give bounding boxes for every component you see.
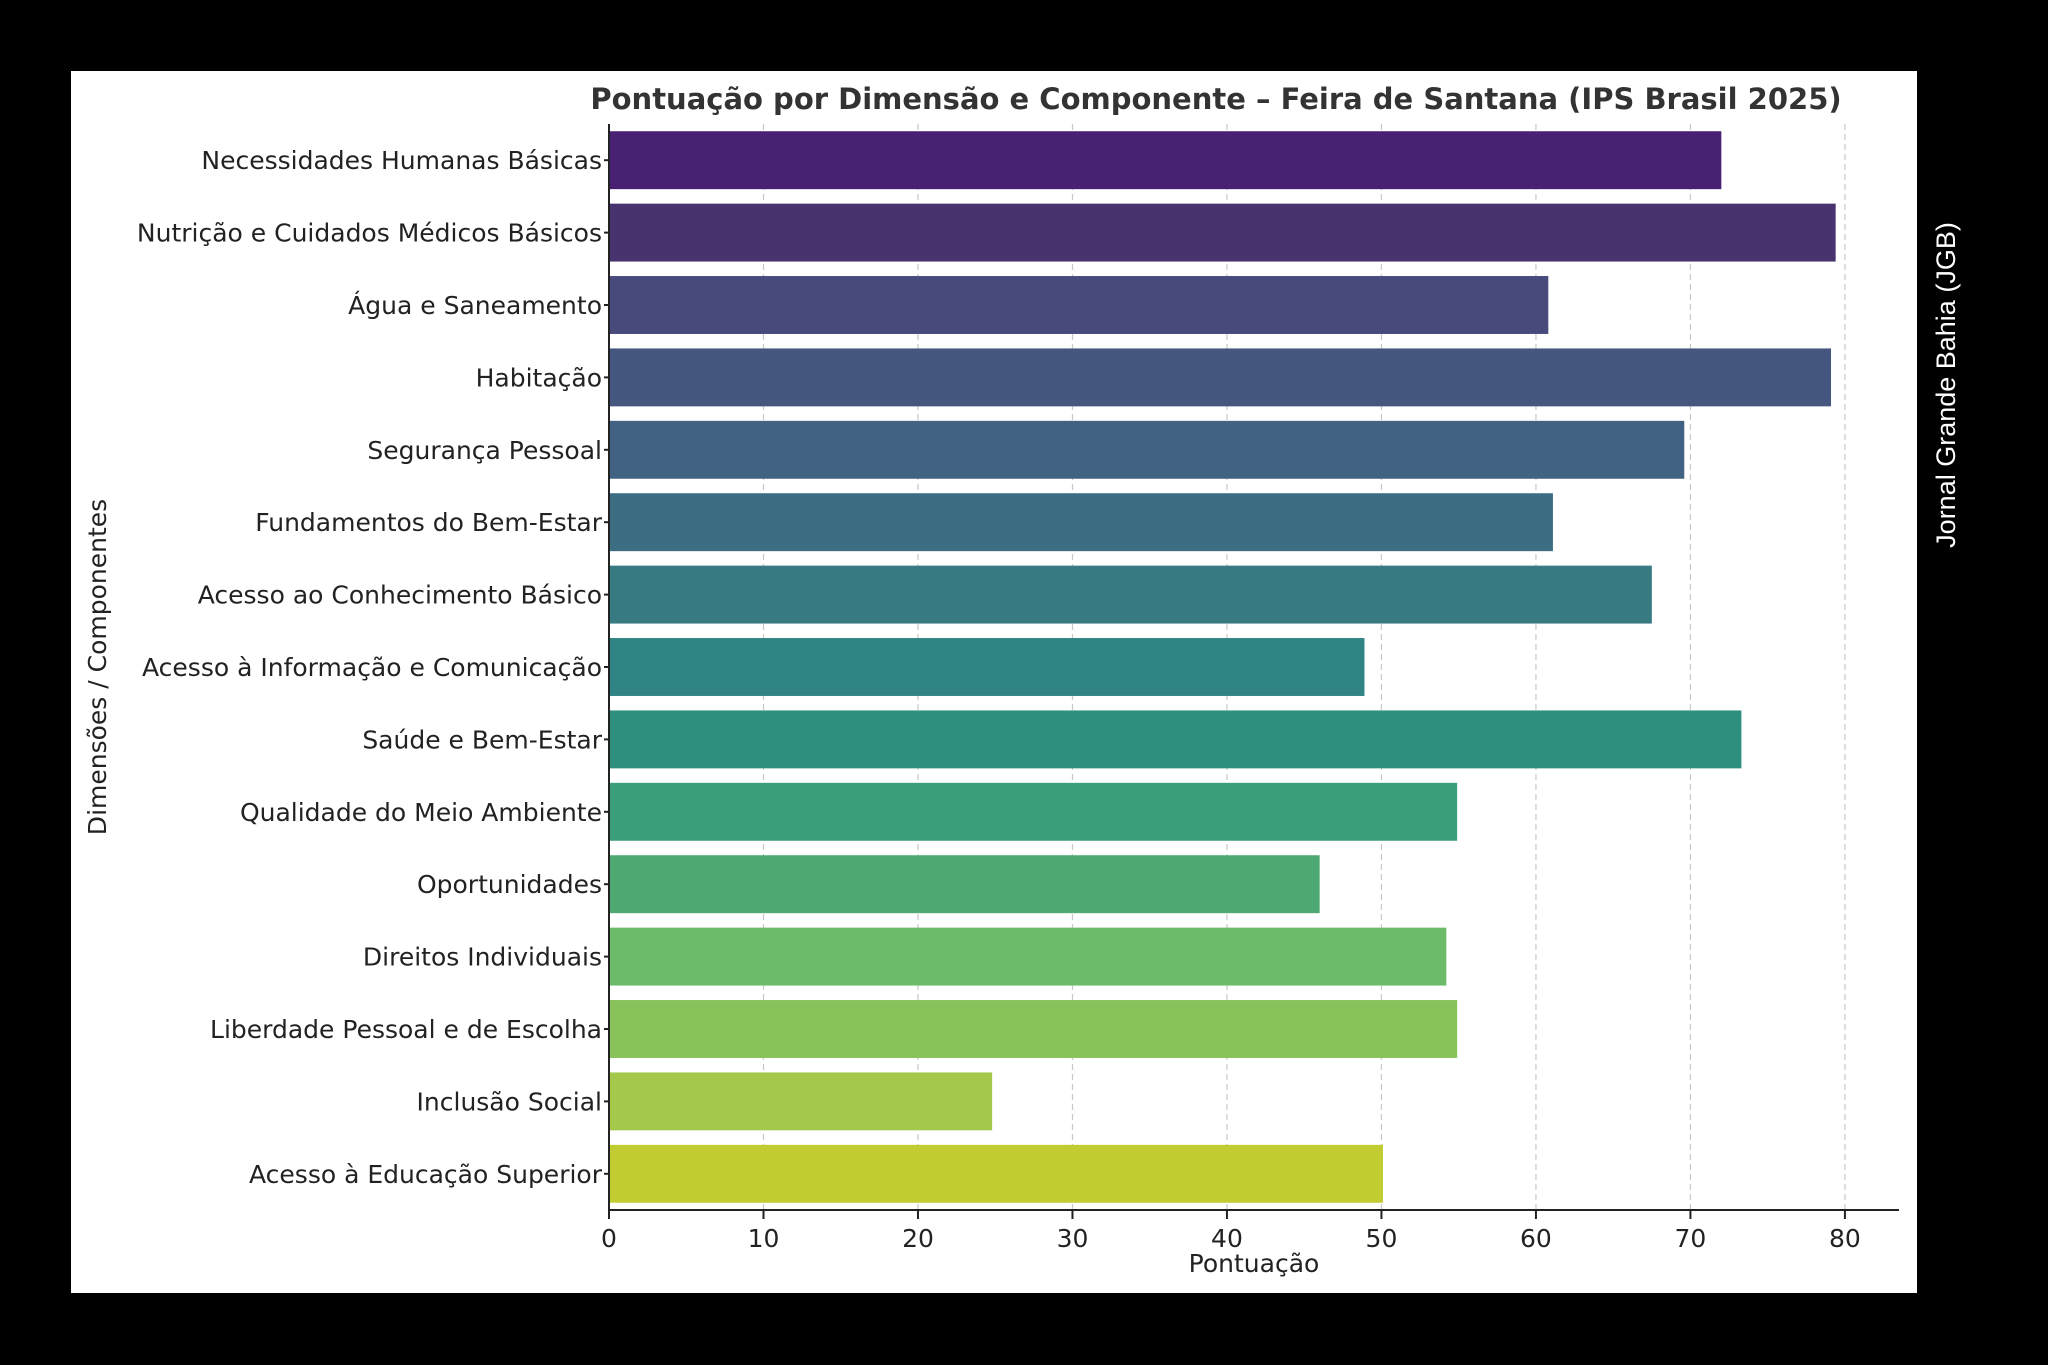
category-label: Acesso ao Conhecimento Básico [198, 581, 602, 610]
bar [609, 1072, 993, 1131]
category-label: Necessidades Humanas Básicas [201, 146, 602, 175]
category-label: Liberdade Pessoal e de Escolha [210, 1015, 602, 1044]
category-label: Saúde e Bem-Estar [362, 725, 602, 754]
bar [609, 638, 1365, 696]
x-tick-label: 20 [902, 1224, 934, 1253]
y-axis-label: Dimensões / Componentes [83, 499, 112, 835]
category-label: Habitação [476, 363, 602, 392]
category-label: Água e Saneamento [348, 291, 602, 320]
bar [609, 927, 1447, 986]
bar [609, 782, 1458, 841]
x-ticks: 0 10 20 30 40 50 60 70 80 [601, 1210, 1861, 1253]
x-tick-label: 40 [1211, 1224, 1243, 1253]
bar [609, 855, 1320, 914]
x-tick-label: 10 [748, 1224, 780, 1253]
category-labels: Necessidades Humanas Básicas Nutrição e C… [137, 146, 609, 1189]
x-tick-label: 0 [601, 1224, 617, 1253]
category-label: Inclusão Social [417, 1087, 602, 1116]
bar [609, 710, 1742, 769]
x-tick-label: 60 [1520, 1224, 1552, 1253]
x-tick-label: 30 [1057, 1224, 1089, 1253]
bar [609, 203, 1836, 262]
bar [609, 420, 1685, 479]
category-label: Acesso à Informação e Comunicação [142, 653, 602, 682]
bar [609, 348, 1832, 407]
bar [609, 493, 1553, 552]
category-label: Segurança Pessoal [367, 436, 602, 465]
category-label: Direitos Individuais [363, 943, 602, 972]
bar [609, 1000, 1458, 1058]
chart-title: Pontuação por Dimensão e Componente – Fe… [590, 82, 1841, 116]
watermark-text: Jornal Grande Bahia (JGB) [1931, 222, 1961, 548]
x-tick-label: 80 [1829, 1224, 1861, 1253]
bar [609, 276, 1549, 334]
bar [609, 1144, 1383, 1203]
axes [608, 124, 1899, 1211]
bar [609, 131, 1722, 190]
category-label: Oportunidades [417, 870, 602, 899]
x-axis-label: Pontuação [1189, 1249, 1320, 1278]
bar [609, 565, 1652, 624]
bars [609, 131, 1836, 1203]
x-tick-label: 70 [1675, 1224, 1707, 1253]
category-label: Nutrição e Cuidados Médicos Básicos [137, 219, 602, 248]
x-tick-label: 50 [1366, 1224, 1398, 1253]
category-label: Acesso à Educação Superior [249, 1160, 603, 1189]
category-label: Fundamentos do Bem-Estar [255, 508, 602, 537]
category-label: Qualidade do Meio Ambiente [240, 798, 602, 827]
